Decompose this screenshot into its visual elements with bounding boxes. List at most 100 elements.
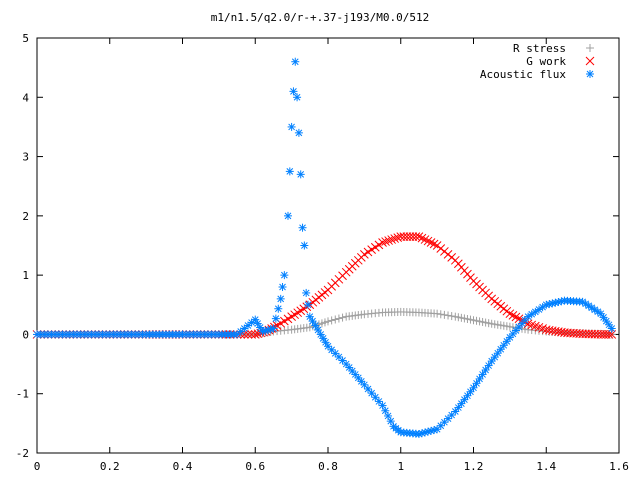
- data-point: [405, 232, 415, 241]
- data-point: [588, 304, 596, 312]
- data-point: [272, 315, 280, 322]
- data-marks: [32, 57, 617, 439]
- data-point: [508, 311, 518, 320]
- data-point: [361, 381, 368, 389]
- data-point: [429, 239, 439, 249]
- data-point: [514, 314, 524, 324]
- data-point: [538, 324, 547, 333]
- data-point: [251, 316, 259, 323]
- data-point: [381, 237, 390, 246]
- data-point: [491, 353, 499, 361]
- y-tick-label: 1: [22, 269, 29, 282]
- data-point: [368, 389, 376, 397]
- data-point: [411, 232, 421, 241]
- data-point: [284, 212, 292, 220]
- data-point: [288, 123, 295, 131]
- data-point: [505, 309, 515, 319]
- data-point: [293, 93, 301, 101]
- data-point: [254, 320, 262, 327]
- data-point: [378, 238, 387, 247]
- data-point: [306, 313, 314, 320]
- data-point: [345, 364, 353, 371]
- data-point: [379, 402, 386, 409]
- data-point: [243, 330, 253, 339]
- y-tick-label: 4: [22, 91, 29, 104]
- data-point: [322, 338, 329, 346]
- data-point: [530, 321, 540, 331]
- data-point: [328, 346, 335, 354]
- data-point: [534, 322, 544, 332]
- data-point: [319, 335, 327, 342]
- data-point: [458, 400, 465, 407]
- data-point: [270, 325, 277, 332]
- data-point: [342, 360, 350, 368]
- data-point: [290, 88, 297, 95]
- data-point: [387, 235, 397, 244]
- data-point: [511, 312, 521, 322]
- data-point: [500, 341, 508, 349]
- data-point: [602, 317, 610, 325]
- data-point: [277, 295, 285, 303]
- data-point: [299, 224, 306, 232]
- data-point: [523, 319, 533, 329]
- data-point: [291, 58, 299, 66]
- data-point: [384, 412, 392, 420]
- data-point: [247, 330, 256, 339]
- x-tick-label: 1: [397, 460, 404, 473]
- data-point: [339, 357, 346, 364]
- data-point: [256, 324, 264, 331]
- data-point: [364, 385, 372, 393]
- data-point: [582, 300, 590, 308]
- axes: 0 0.2 0.4 0.6 0.8 1 1.2 1.4 1.6 -2 -1 0 1 2 3 4 5: [16, 32, 629, 473]
- data-point: [297, 171, 305, 178]
- data-point: [399, 232, 409, 241]
- data-point: [591, 306, 599, 314]
- data-point: [375, 398, 383, 405]
- data-point: [597, 310, 605, 318]
- data-point: [414, 232, 424, 241]
- y-tick-label: 2: [22, 210, 29, 223]
- data-point: [357, 378, 365, 385]
- data-point: [324, 342, 332, 350]
- legend-marker: [586, 70, 594, 78]
- data-point: [476, 375, 483, 383]
- data-point: [527, 320, 537, 330]
- data-point: [371, 393, 379, 401]
- data-point: [348, 367, 356, 375]
- data-point: [608, 325, 616, 332]
- x-tick-label: 1.2: [464, 460, 484, 473]
- data-point: [594, 308, 602, 316]
- data-point: [384, 236, 393, 245]
- data-point: [351, 371, 359, 378]
- data-point: [503, 337, 511, 345]
- data-point: [464, 392, 471, 400]
- y-tick-label: -2: [16, 447, 29, 460]
- data-point: [390, 234, 400, 243]
- data-point: [488, 357, 496, 365]
- data-point: [331, 350, 339, 357]
- data-point: [279, 283, 286, 291]
- series-acoustic-flux: [33, 57, 616, 439]
- x-tick-label: 0.2: [100, 460, 120, 473]
- data-point: [301, 242, 308, 249]
- data-point: [417, 233, 427, 243]
- data-point: [426, 238, 436, 247]
- y-tick-label: -1: [16, 388, 29, 401]
- x-tick-label: 1.6: [609, 460, 629, 473]
- data-point: [497, 345, 505, 353]
- data-point: [381, 407, 389, 415]
- data-point: [317, 331, 325, 338]
- data-point: [311, 322, 319, 329]
- data-point: [494, 349, 502, 357]
- x-tick-label: 0: [34, 460, 41, 473]
- data-point: [467, 388, 474, 396]
- y-tick-label: 5: [22, 32, 29, 45]
- data-point: [605, 321, 613, 329]
- data-point: [280, 271, 288, 279]
- y-tick-label: 3: [22, 151, 29, 164]
- data-point: [396, 232, 406, 241]
- data-point: [585, 302, 593, 310]
- data-point: [423, 236, 433, 246]
